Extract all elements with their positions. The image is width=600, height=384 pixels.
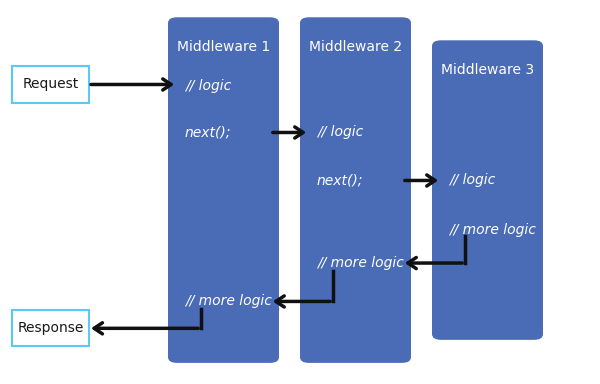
Text: // more logic: // more logic — [449, 223, 536, 237]
Text: // logic: // logic — [185, 79, 231, 93]
Text: next();: next(); — [185, 126, 231, 139]
Text: Request: Request — [23, 78, 79, 91]
Text: // more logic: // more logic — [317, 256, 404, 270]
FancyBboxPatch shape — [300, 17, 411, 363]
FancyBboxPatch shape — [168, 17, 279, 363]
Text: Middleware 3: Middleware 3 — [441, 63, 534, 77]
Text: // more logic: // more logic — [185, 295, 272, 308]
Text: Middleware 2: Middleware 2 — [309, 40, 402, 54]
FancyBboxPatch shape — [432, 40, 543, 340]
Text: next();: next(); — [317, 174, 363, 187]
Text: Response: Response — [17, 321, 84, 335]
Text: // logic: // logic — [317, 126, 363, 139]
Text: // logic: // logic — [449, 174, 495, 187]
Text: Middleware 1: Middleware 1 — [177, 40, 270, 54]
